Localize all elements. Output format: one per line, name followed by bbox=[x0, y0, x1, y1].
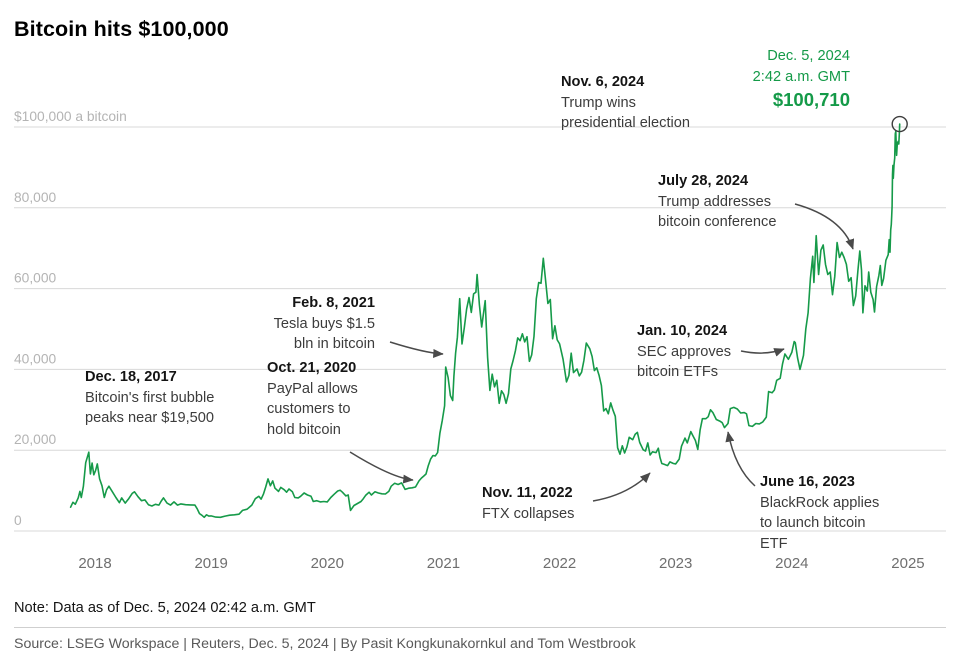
y-axis-label: 0 bbox=[14, 513, 22, 528]
x-axis-label: 2019 bbox=[194, 555, 227, 572]
annotation-arrow-jan-10-2024 bbox=[740, 348, 785, 357]
chart-canvas: $100,000 a bitcoin 80,000 60,000 40,000 20,0… bbox=[14, 109, 946, 572]
y-axis-label: 80,000 bbox=[14, 190, 57, 205]
chart-title: Bitcoin hits $100,000 bbox=[14, 17, 229, 41]
x-axis-label: 2020 bbox=[311, 555, 344, 572]
annotation-arrow-nov-11-2022 bbox=[592, 472, 651, 502]
x-axis-label: 2021 bbox=[427, 555, 460, 572]
x-axis-label: 2018 bbox=[78, 555, 111, 572]
y-axis-label: 60,000 bbox=[14, 271, 57, 286]
annotation-arrow-july-28-2024 bbox=[794, 203, 855, 250]
annotation-arrow-feb-8-2021 bbox=[389, 341, 444, 358]
footnote: Note: Data as of Dec. 5, 2024 02:42 a.m.… bbox=[14, 600, 316, 616]
y-axis-label: 40,000 bbox=[14, 351, 57, 366]
footer-divider bbox=[14, 627, 946, 628]
price-line bbox=[69, 123, 901, 519]
source-line: Source: LSEG Workspace | Reuters, Dec. 5… bbox=[14, 636, 636, 652]
x-axis-label: 2024 bbox=[775, 555, 808, 572]
annotation-arrow-oct-21-2020 bbox=[349, 451, 414, 484]
y-axis-label: 20,000 bbox=[14, 432, 57, 447]
x-axis-label: 2022 bbox=[543, 555, 576, 572]
y-axis-label: $100,000 a bitcoin bbox=[14, 109, 127, 124]
annotation-arrow-june-16-2023 bbox=[725, 431, 756, 487]
latest-point-marker bbox=[891, 115, 908, 133]
x-axis-label: 2023 bbox=[659, 555, 692, 572]
x-axis-label: 2025 bbox=[891, 555, 924, 572]
